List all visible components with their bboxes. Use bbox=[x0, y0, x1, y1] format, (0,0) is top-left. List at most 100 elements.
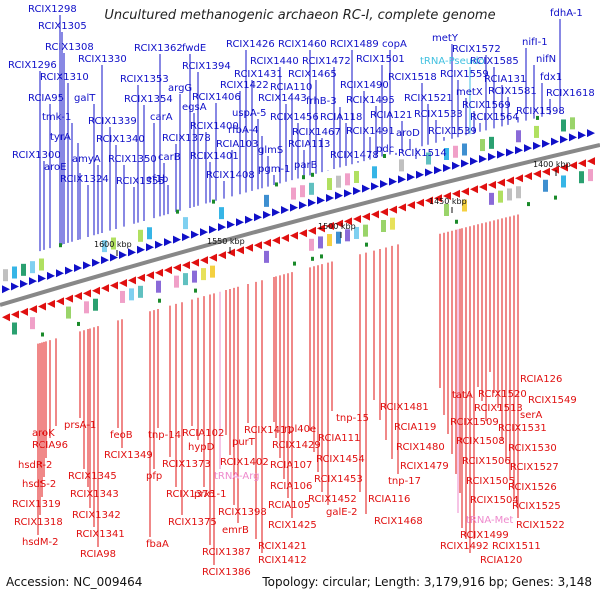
gene-label-rcix1525: RCIX1525 bbox=[512, 501, 561, 512]
forward-cog-box bbox=[480, 139, 485, 152]
forward-cds-arrow bbox=[353, 186, 361, 195]
misc-feature-mark bbox=[311, 256, 314, 261]
reverse-cog-box bbox=[588, 169, 593, 182]
reverse-cds-arrow bbox=[380, 207, 388, 216]
forward-cds-arrow bbox=[344, 189, 352, 198]
gene-label-rcix1492: RCIX1492 bbox=[440, 541, 489, 552]
reverse-cds-arrow bbox=[155, 268, 163, 277]
gene-label-copa: copA bbox=[382, 39, 407, 50]
forward-cog-box bbox=[534, 125, 539, 138]
gene-label-purt: purT bbox=[232, 437, 256, 448]
forward-cds-arrow bbox=[11, 282, 19, 291]
gene-label-rcix1460: RCIX1460 bbox=[278, 39, 327, 50]
gene-label-rcia107: RCIA107 bbox=[270, 460, 312, 471]
reverse-cds-arrow bbox=[56, 297, 64, 306]
forward-cds-arrow bbox=[173, 235, 181, 244]
forward-cds-arrow bbox=[497, 150, 505, 159]
reverse-cds-arrow bbox=[119, 278, 127, 287]
reverse-cog-box bbox=[120, 290, 125, 303]
gene-label-rcix1531: RCIX1531 bbox=[498, 423, 547, 434]
genome-backbone bbox=[0, 143, 600, 307]
reverse-cog-box bbox=[129, 288, 134, 301]
gene-label-rcix1478: RCIX1478 bbox=[330, 150, 379, 161]
forward-cog-box bbox=[102, 240, 107, 253]
forward-cds-arrow bbox=[182, 233, 190, 242]
misc-feature-mark bbox=[212, 199, 215, 204]
forward-cds-arrow bbox=[191, 230, 199, 239]
gene-label-rcix1504: RCIX1504 bbox=[470, 495, 519, 506]
reverse-cds-arrow bbox=[29, 305, 37, 314]
forward-cog-box bbox=[12, 266, 17, 279]
kbp-ticks: 1600 kbp 1550 kbp 1500 kbp 1450 kbp 1400 kbp bbox=[94, 160, 571, 256]
forward-cds-arrow bbox=[452, 161, 460, 170]
misc-feature-mark bbox=[320, 254, 323, 259]
accession-label: Accession: NC_009464 bbox=[6, 575, 143, 589]
gene-label-tata: tatA bbox=[452, 390, 473, 401]
gene-label-rcix1386: RCIX1386 bbox=[202, 567, 251, 578]
forward-cds-arrow bbox=[83, 261, 91, 270]
gene-label-hsdm-2: hsdM-2 bbox=[22, 537, 59, 548]
gene-label-arod: aroD bbox=[396, 128, 420, 139]
gene-label-rcix1481: RCIX1481 bbox=[380, 402, 429, 413]
gene-label-rcix1453: RCIX1453 bbox=[314, 474, 363, 485]
forward-cds-arrow bbox=[380, 179, 388, 188]
gene-label-rcix1572: RCIX1572 bbox=[452, 44, 501, 55]
reverse-cog-box bbox=[192, 270, 197, 283]
gene-label-rcix1522: RCIX1522 bbox=[516, 520, 565, 531]
reverse-cog-box bbox=[543, 179, 548, 192]
forward-cds-arrow bbox=[263, 210, 271, 219]
forward-cds-arrow bbox=[542, 139, 550, 148]
gene-label-rcix1514: RCIX1514 bbox=[398, 148, 447, 159]
gene-label-metx: metX bbox=[456, 87, 483, 98]
forward-cds-arrow bbox=[389, 177, 397, 186]
gene-label-rcix1421: RCIX1421 bbox=[258, 541, 307, 552]
forward-cds-arrow bbox=[209, 225, 217, 234]
reverse-cog-box bbox=[507, 188, 512, 201]
reverse-cds-arrow bbox=[407, 201, 415, 210]
gene-label-rcia111: RCIA111 bbox=[318, 433, 360, 444]
forward-cds-arrow bbox=[47, 271, 55, 280]
trna-label-trna-arg: tRNA-Arg bbox=[214, 471, 259, 482]
forward-label-lines bbox=[39, 15, 561, 252]
gene-label-rcix1400: RCIX1400 bbox=[190, 121, 239, 132]
gene-label-tnp-14: tnp-14 bbox=[148, 430, 181, 441]
reverse-cog-box bbox=[93, 298, 98, 311]
gene-label-rcix1300: RCIX1300 bbox=[12, 150, 61, 161]
reverse-cds-arrow bbox=[227, 248, 235, 257]
reverse-cds-arrow bbox=[542, 167, 550, 176]
gene-label-rcix1373: RCIX1373 bbox=[162, 459, 211, 470]
gene-label-rcix1296: RCIX1296 bbox=[8, 60, 57, 71]
gene-label-rcia121: RCIA121 bbox=[370, 110, 412, 121]
reverse-cds-arrow bbox=[65, 294, 73, 303]
reverse-cds-arrow bbox=[272, 236, 280, 245]
forward-cds-arrow bbox=[578, 131, 586, 140]
gene-label-rcix1454: RCIX1454 bbox=[316, 454, 365, 465]
gene-label-rcix1585: RCIX1585 bbox=[470, 56, 519, 67]
gene-label-rcix1513: RCIX1513 bbox=[474, 403, 523, 414]
forward-cds-arrow bbox=[398, 175, 406, 184]
forward-cds-arrow bbox=[110, 253, 118, 262]
forward-cog-box bbox=[291, 187, 296, 200]
forward-cog-box bbox=[570, 117, 575, 130]
reverse-cds-arrow bbox=[470, 185, 478, 194]
misc-feature-mark bbox=[59, 243, 62, 248]
gene-label-rcix1354: RCIX1354 bbox=[124, 94, 173, 105]
forward-cds-arrow bbox=[272, 208, 280, 217]
forward-cds-arrow bbox=[335, 191, 343, 200]
reverse-cog-box bbox=[516, 186, 521, 199]
reverse-cds-arrow bbox=[434, 194, 442, 203]
reverse-cds-arrow bbox=[146, 271, 154, 280]
gene-label-rcix1394: RCIX1394 bbox=[182, 61, 231, 72]
reverse-cog-box bbox=[183, 273, 188, 286]
misc-feature-mark bbox=[275, 182, 278, 187]
misc-feature-mark bbox=[41, 332, 44, 337]
misc-feature-mark bbox=[194, 288, 197, 293]
gene-label-mety: metY bbox=[432, 33, 459, 44]
forward-cog-box bbox=[219, 207, 224, 220]
reverse-cog-box bbox=[354, 226, 359, 239]
gene-label-rcix1342: RCIX1342 bbox=[72, 510, 121, 521]
reverse-cds-arrow bbox=[47, 299, 55, 308]
trna-label-trna-met: tRNA-Met bbox=[466, 515, 513, 526]
forward-cog-box bbox=[336, 175, 341, 188]
gene-label-rcix1319: RCIX1319 bbox=[12, 499, 61, 510]
